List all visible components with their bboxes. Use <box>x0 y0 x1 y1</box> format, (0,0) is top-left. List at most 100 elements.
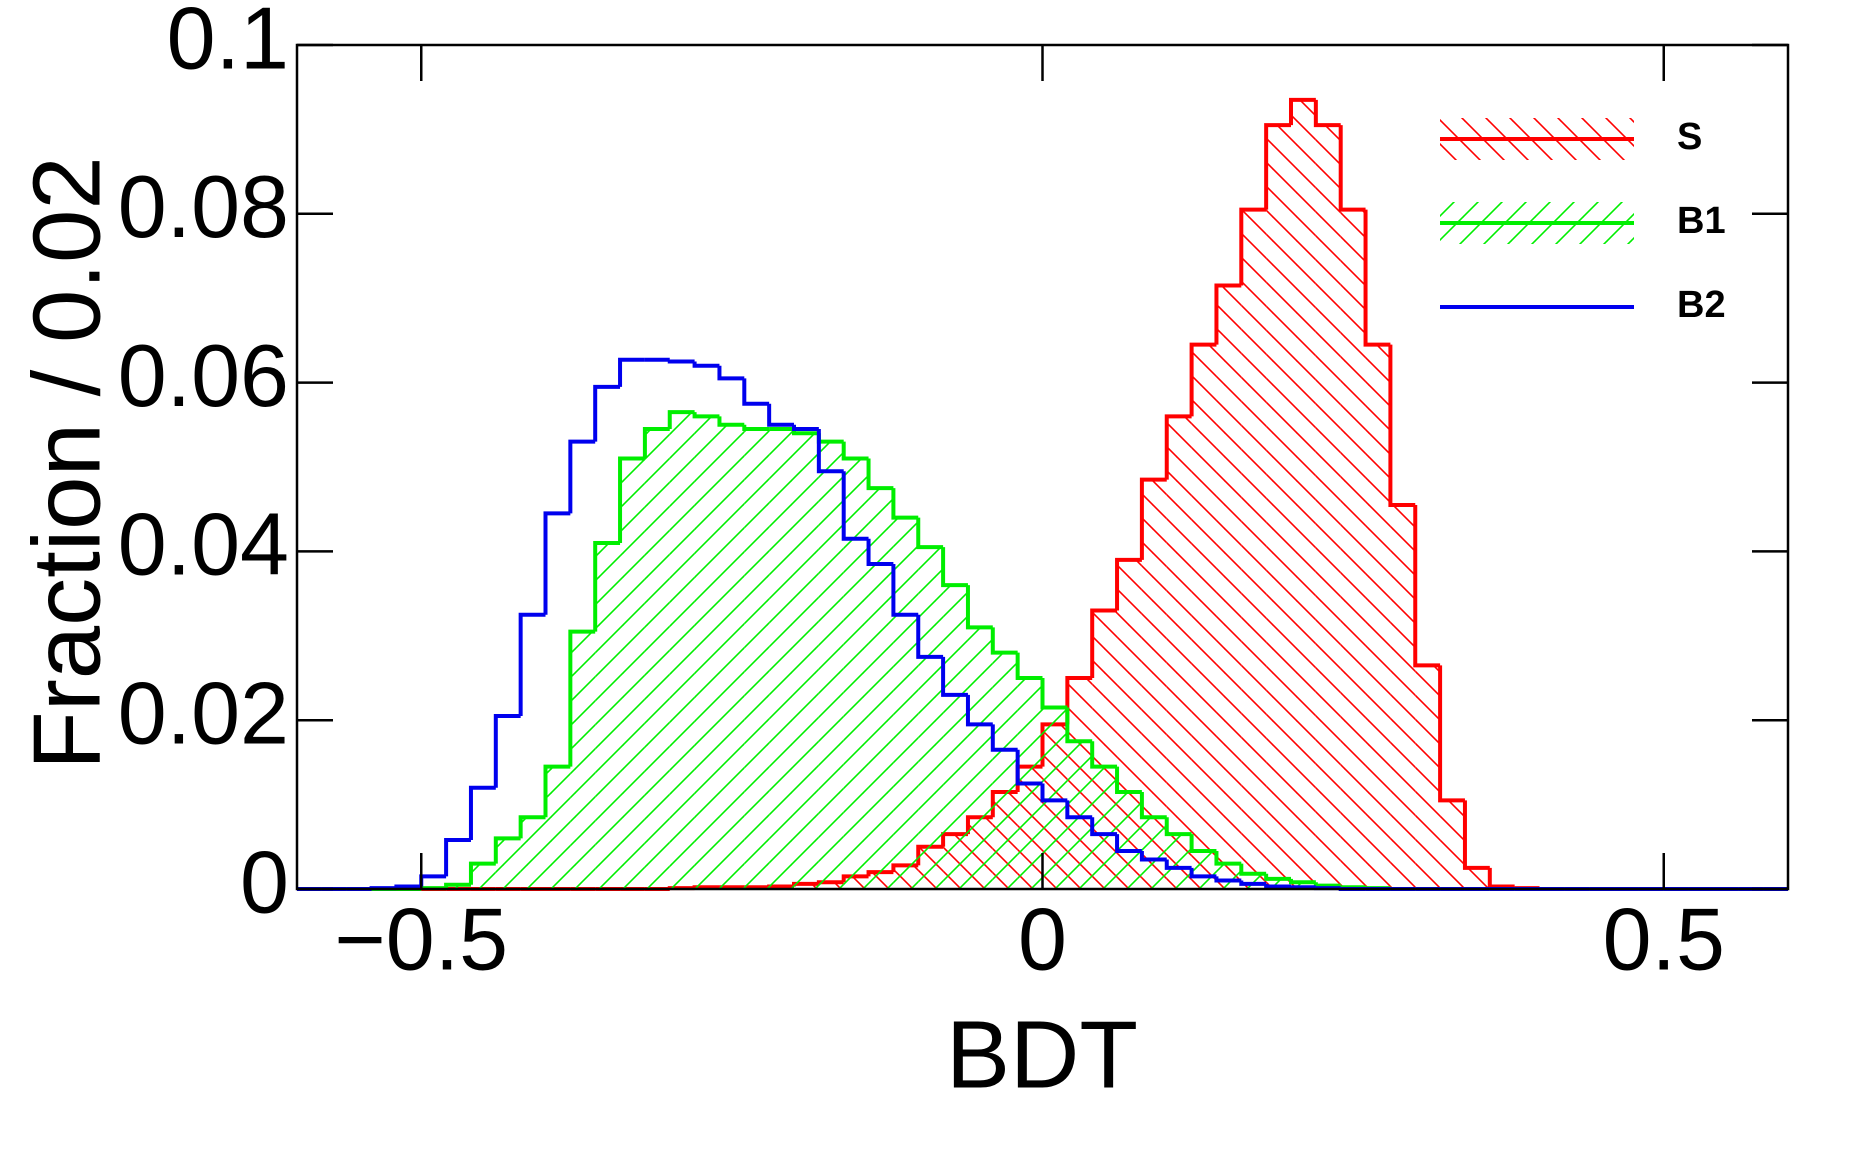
bin-outline <box>1115 557 1142 611</box>
bin-outline <box>1289 885 1316 890</box>
bin-outline <box>792 424 819 432</box>
bin-outline <box>916 517 944 550</box>
bin-outline <box>1139 791 1167 820</box>
bin-outline <box>1214 876 1242 883</box>
bin-hatch <box>1216 285 1242 889</box>
y-tick-label: 0.06 <box>118 326 289 425</box>
bin-outline <box>493 836 521 864</box>
bin-hatch <box>1191 851 1217 889</box>
bin-hatch <box>620 458 645 889</box>
bin-hatch <box>1315 125 1341 890</box>
bin-outline <box>1462 800 1490 870</box>
bin-hatch <box>1166 834 1192 889</box>
bin-hatch <box>769 429 794 889</box>
bin-outline <box>891 488 919 520</box>
bin-outline <box>1164 414 1192 480</box>
bin-outline <box>1239 863 1267 876</box>
y-axis-title: Fraction / 0.02 <box>13 156 120 770</box>
bin-outline <box>941 656 968 697</box>
bin-hatch <box>1415 665 1441 889</box>
bin-outline <box>1164 859 1192 870</box>
bin-outline <box>717 365 745 381</box>
bin-outline <box>1388 344 1416 507</box>
legend-label: S <box>1677 116 1702 158</box>
bin-outline <box>916 614 944 659</box>
bin-outline <box>618 456 645 543</box>
bin-hatch <box>918 547 944 889</box>
bin-hatch <box>669 412 695 889</box>
x-tick-label: −0.5 <box>334 889 508 988</box>
bin-outline <box>1239 880 1267 886</box>
bin-hatch <box>1266 125 1291 890</box>
bin-hatch <box>1117 791 1142 889</box>
bin-outline <box>841 471 869 541</box>
bin-outline <box>965 694 993 727</box>
bin-outline <box>1487 867 1515 889</box>
bin-hatch <box>1092 766 1118 889</box>
bin-outline <box>866 458 894 491</box>
legend-entry: B2 <box>1440 284 1726 326</box>
bin-outline <box>692 361 720 368</box>
x-axis-title: BDT <box>946 1001 1138 1108</box>
bin-hatch <box>1191 344 1217 889</box>
bin-outline <box>468 861 496 885</box>
bin-outline <box>667 410 695 430</box>
bin-hatch <box>943 585 968 889</box>
bin-outline <box>1090 817 1118 837</box>
bin-hatch <box>1340 209 1366 889</box>
bin-outline <box>1264 123 1291 210</box>
bin-outline <box>1139 477 1167 560</box>
legend-label: B1 <box>1677 200 1726 242</box>
bin-outline <box>1239 207 1267 286</box>
bin-outline <box>568 439 596 514</box>
bin-outline <box>1139 851 1167 862</box>
bin-outline <box>1065 800 1093 820</box>
bin-outline <box>1264 883 1291 889</box>
y-tick-label: 0 <box>240 832 289 931</box>
bin-outline <box>1289 878 1316 885</box>
bin-hatch <box>1464 867 1490 889</box>
y-tick-label: 0.08 <box>118 157 289 256</box>
x-tick-label: 0.5 <box>1603 889 1725 988</box>
bin-hatch <box>893 517 919 889</box>
bin-outline <box>1413 504 1441 668</box>
bin-hatch <box>694 416 720 889</box>
bin-hatch <box>868 488 894 889</box>
bin-outline <box>1189 342 1217 417</box>
bin-outline <box>742 378 770 406</box>
bin-outline <box>1015 652 1043 680</box>
x-tick-label: 0 <box>1018 889 1067 988</box>
bin-outline <box>891 564 919 617</box>
bin-hatch <box>967 627 993 889</box>
bin-hatch <box>1216 863 1242 889</box>
bin-outline <box>1090 741 1118 769</box>
legend-label: B2 <box>1677 284 1726 326</box>
bin-outline <box>866 538 894 567</box>
bin-outline <box>990 724 1018 752</box>
bin-outline <box>1363 209 1391 347</box>
bin-outline <box>468 785 496 841</box>
bin-outline <box>692 412 720 419</box>
bin-outline <box>1289 97 1316 126</box>
bin-outline <box>444 838 471 877</box>
bin-outline <box>1214 851 1242 866</box>
bin-hatch <box>1390 504 1416 889</box>
bin-outline <box>717 416 745 427</box>
bin-hatch <box>1241 209 1267 889</box>
bin-outline <box>941 547 968 588</box>
bin-outline <box>618 357 645 387</box>
bin-hatch <box>719 424 745 889</box>
bin-outline <box>1015 749 1043 786</box>
bin-outline <box>767 403 794 427</box>
bin-outline <box>518 612 546 716</box>
bin-outline <box>518 815 546 839</box>
y-tick-label: 0.1 <box>167 0 289 87</box>
bin-hatch <box>818 441 844 889</box>
bin-outline <box>1313 99 1341 128</box>
bin-hatch <box>1067 741 1093 889</box>
legend-entry: B1 <box>1440 200 1726 244</box>
bin-hatch <box>545 766 571 889</box>
bin-outline <box>543 764 571 818</box>
bin-hatch <box>470 863 496 889</box>
